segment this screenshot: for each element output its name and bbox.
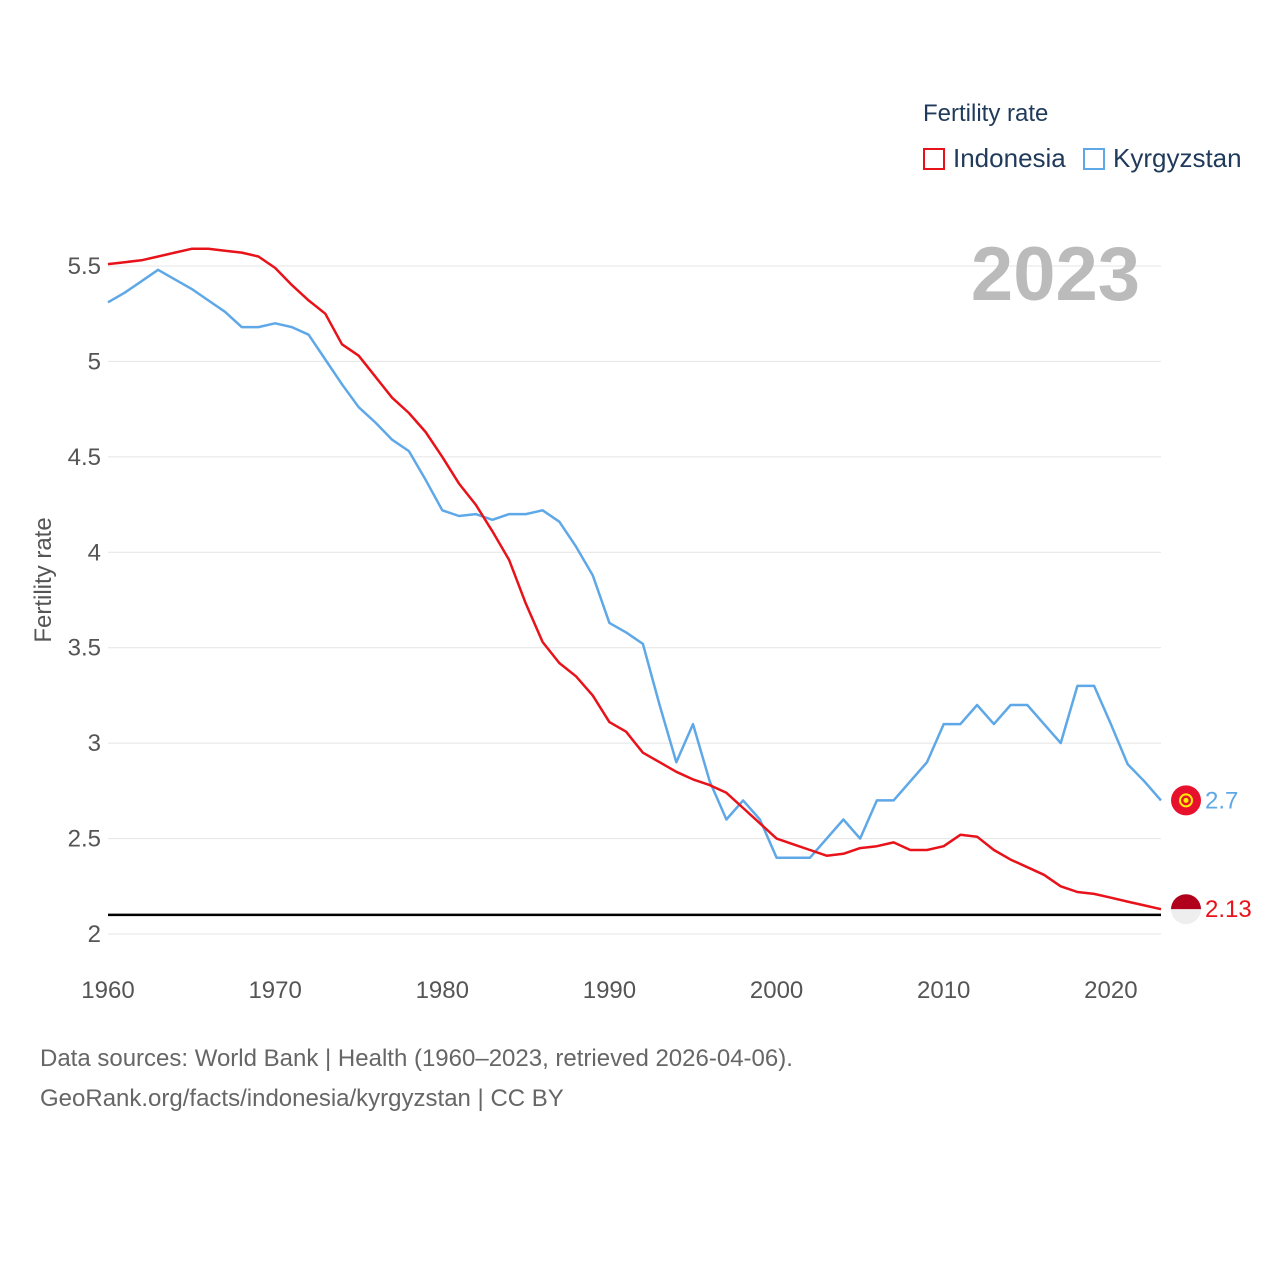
source-line-1: Data sources: World Bank | Health (1960–…: [40, 1045, 793, 1072]
y-tick-label: 4.5: [68, 444, 101, 471]
y-tick-label: 2: [88, 921, 101, 948]
y-axis-ticks: 2 2.5 3 3.5 4 4.5 5 5.5: [68, 253, 101, 948]
source-line-2: GeoRank.org/facts/indonesia/kyrgyzstan |…: [40, 1085, 564, 1112]
end-value-label-indonesia: 2.13: [1205, 896, 1252, 923]
flag-sun-center-icon: [1183, 797, 1189, 803]
y-tick-label: 3.5: [68, 635, 101, 662]
legend-label-indonesia: Indonesia: [953, 143, 1066, 173]
gridlines: [108, 265, 1161, 935]
flag-sun-icon: [1179, 793, 1193, 808]
series-lines: [107, 247, 1162, 911]
legend-swatch-kyrgyzstan: [1083, 147, 1105, 170]
x-tick-label: 1980: [416, 977, 469, 1004]
x-axis-ticks: 1960 1970 1980 1990 2000 2010 2020: [81, 977, 1137, 1004]
y-tick-label: 5.5: [68, 253, 101, 280]
x-tick-label: 2000: [750, 977, 803, 1004]
legend-title: Fertility rate: [923, 100, 1049, 127]
legend-item-kyrgyzstan[interactable]: Kyrgyzstan: [1083, 143, 1242, 174]
flag-icon-indonesia-top: [1171, 894, 1201, 910]
year-label: 2023: [971, 232, 1140, 317]
y-tick-label: 2.5: [68, 826, 101, 853]
legend-swatch-indonesia: [923, 147, 945, 170]
series-line-kyrgyzstan: [107, 268, 1162, 859]
end-value-label-kyrgyzstan: 2.7: [1205, 787, 1238, 814]
x-tick-label: 2010: [917, 977, 970, 1004]
x-tick-label: 1960: [81, 977, 134, 1004]
end-markers: 2.13 2.7: [1171, 785, 1252, 925]
legend-label-kyrgyzstan: Kyrgyzstan: [1113, 143, 1242, 173]
y-tick-label: 5: [88, 348, 101, 375]
y-tick-label: 4: [88, 539, 101, 566]
flag-icon-indonesia-bottom: [1171, 909, 1201, 925]
x-tick-label: 1970: [248, 977, 301, 1004]
y-tick-label: 3: [88, 730, 101, 757]
legend-item-indonesia[interactable]: Indonesia: [923, 143, 1066, 174]
x-tick-label: 2020: [1084, 977, 1137, 1004]
x-tick-label: 1990: [583, 977, 636, 1004]
y-axis-label: Fertility rate: [30, 517, 57, 642]
series-line-indonesia: [107, 247, 1162, 911]
